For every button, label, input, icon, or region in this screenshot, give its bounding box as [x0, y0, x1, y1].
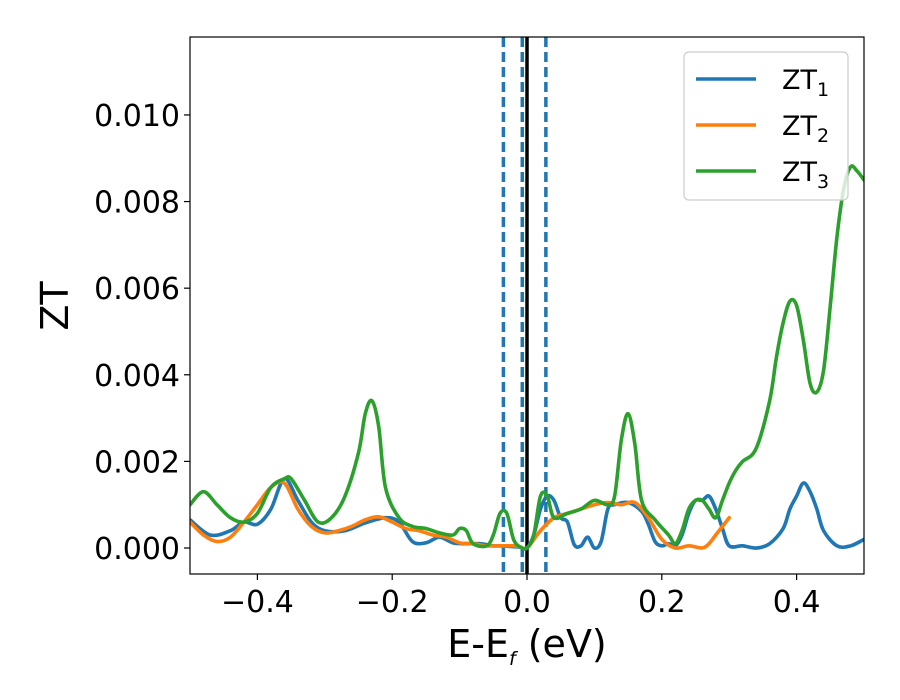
y-axis-ticks: 0.000 0.002 0.004 0.006 0.008 0.010 — [94, 99, 190, 567]
x-tick-label: 0.2 — [638, 585, 686, 620]
x-axis-title-subscript: f — [509, 648, 519, 670]
series-line-zt3 — [190, 164, 864, 551]
x-tick-label: 0.4 — [773, 585, 821, 620]
x-axis-ticks: −0.4 −0.2 0.0 0.2 0.4 — [221, 574, 820, 620]
vertical-markers — [501, 37, 548, 574]
series-line-zt1 — [190, 476, 864, 551]
data-series — [190, 164, 864, 551]
y-tick-label: 0.000 — [94, 532, 180, 567]
legend-label-zt1: ZT1 — [782, 65, 829, 101]
legend-label-zt2: ZT2 — [782, 111, 829, 147]
x-tick-label: 0.0 — [503, 585, 551, 620]
x-tick-label: −0.2 — [356, 585, 429, 620]
y-axis-title: ZT — [33, 281, 77, 331]
y-tick-label: 0.010 — [94, 99, 180, 134]
y-tick-label: 0.004 — [94, 359, 180, 394]
legend-frame — [683, 51, 849, 201]
y-tick-label: 0.008 — [94, 186, 180, 221]
x-tick-label: −0.4 — [221, 585, 294, 620]
y-tick-label: 0.006 — [94, 272, 180, 307]
y-tick-label: 0.002 — [94, 445, 180, 480]
legend-label-zt3: ZT3 — [782, 157, 829, 193]
x-axis-title: E-Ef (eV) — [447, 622, 607, 670]
legend: ZT1 ZT2 ZT3 — [683, 51, 849, 201]
